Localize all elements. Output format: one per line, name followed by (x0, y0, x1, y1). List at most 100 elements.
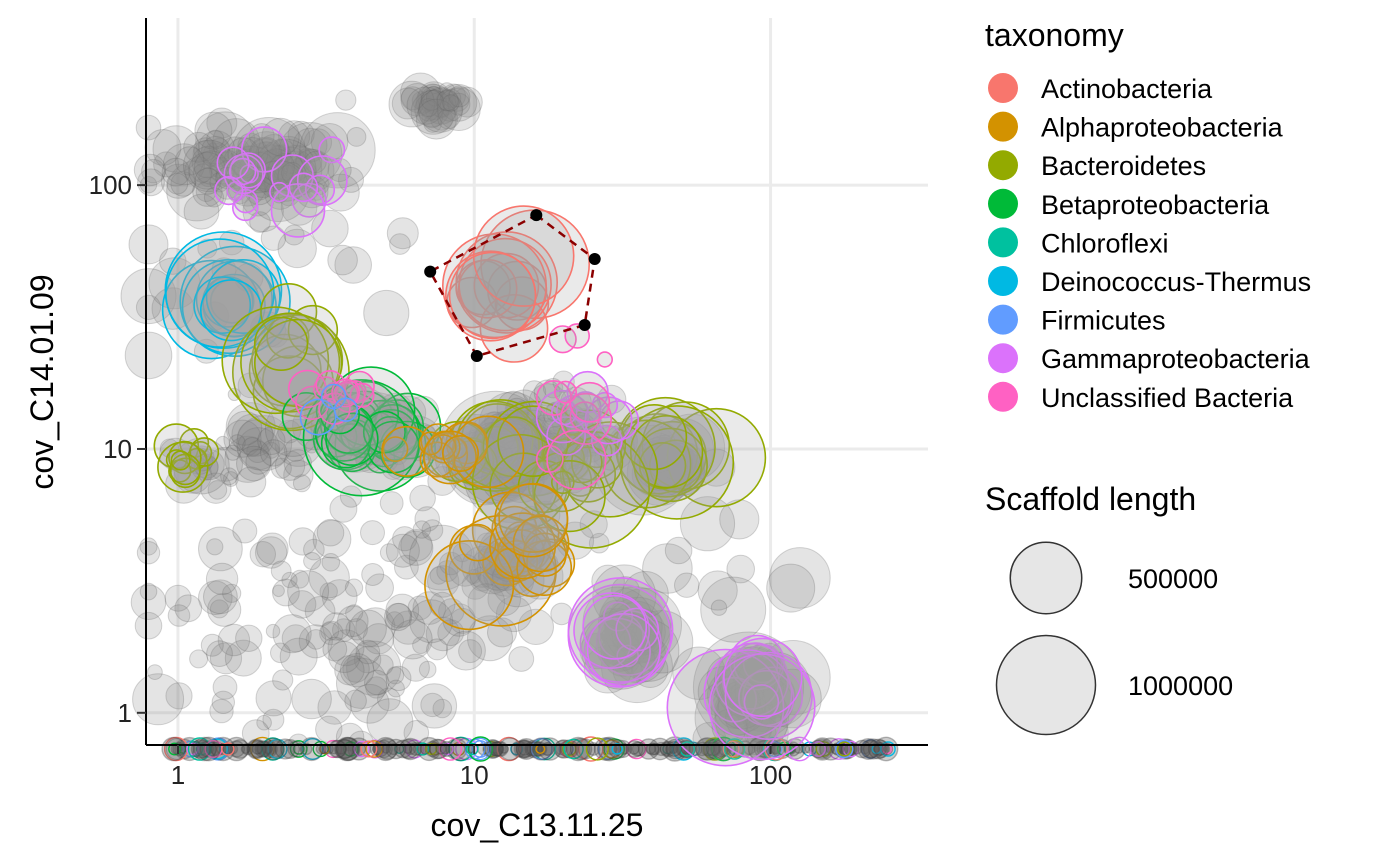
scaffold-point-unclassified (769, 547, 831, 609)
scaffold-point-unclassified (436, 89, 459, 112)
scaffold-point-unclassified (231, 117, 307, 192)
scaffold-point-unclassified (461, 572, 489, 600)
data-points (120, 72, 899, 767)
scaffold-point-unclassified (304, 596, 336, 627)
scaffold-point-baseline (416, 742, 430, 756)
scaffold-point-unclassified (400, 83, 435, 117)
scaffold-point-unclassified (467, 583, 506, 622)
scaffold-point-unclassified (174, 146, 205, 176)
scaffold-point-unclassified (236, 427, 281, 471)
scaffold-point-unclassified (432, 698, 453, 719)
scaffold-point-baseline (471, 740, 490, 758)
scaffold-point-baseline (597, 738, 620, 760)
scaffold-point-unclassified (386, 665, 412, 692)
scaffold-point-unclassified (425, 86, 457, 118)
scaffold-point-unclassified (256, 532, 289, 565)
scaffold-point-unclassified (287, 590, 317, 619)
scaffold-point-unclassified (381, 456, 405, 480)
scaffold-point-unclassified (310, 123, 349, 161)
scaffold-point-baseline (628, 743, 640, 755)
scaffold-point-unclassified (384, 602, 413, 632)
scaffold-point-unclassified (287, 120, 315, 148)
legend-label: Deinococcus-Thermus (1041, 267, 1311, 297)
scaffold-point-baseline (585, 737, 609, 761)
scaffold-point-unclassified (365, 573, 395, 603)
scaffold-point-unclassified (164, 584, 192, 612)
scaffold-point-baseline (292, 743, 305, 755)
scaffold-point-unclassified (272, 584, 285, 598)
legend-label: Alphaproteobacteria (1041, 113, 1284, 143)
scaffold-point-unclassified (392, 526, 418, 552)
scaffold-point-unclassified (442, 88, 462, 108)
scaffold-point-unclassified (183, 131, 215, 163)
scaffold-point-baseline (830, 743, 843, 755)
scaffold-point-unclassified (674, 572, 700, 598)
scaffold-point-baseline (723, 738, 746, 760)
scaffold-point-baseline (206, 738, 228, 760)
scaffold-point-baseline (163, 736, 189, 762)
scaffold-point-unclassified (400, 72, 442, 114)
legend-label: Betaproteobacteria (1041, 190, 1270, 220)
scaffold-point-unclassified (319, 582, 338, 601)
scaffold-point-unclassified (435, 90, 457, 112)
scaffold-point-unclassified (207, 480, 228, 500)
scaffold-point-unclassified (339, 485, 363, 508)
scaffold-point-unclassified (167, 604, 191, 627)
scaffold-point-unclassified (153, 151, 180, 178)
scaffold-point-unclassified (254, 536, 288, 569)
scaffold-point-unclassified (420, 89, 442, 111)
scaffold-point-unclassified (322, 612, 351, 641)
scaffold-point-unclassified-bacteria (559, 392, 612, 445)
scaffold-point-unclassified (192, 163, 213, 183)
scaffold-point-unclassified (298, 624, 333, 659)
scaffold-point-unclassified (192, 176, 223, 207)
scaffold-point-bacteroidetes (570, 436, 624, 489)
scaffold-point-unclassified (365, 676, 388, 699)
scaffold-point-unclassified (339, 653, 375, 688)
polygon-vertex (424, 265, 437, 278)
scaffold-point-unclassified (436, 95, 464, 122)
scaffold-point-gammaproteobacteria (586, 612, 661, 687)
scaffold-point-unclassified (193, 137, 218, 162)
scaffold-point-unclassified (327, 157, 352, 183)
scaffold-point-unclassified-bacteria (596, 351, 613, 368)
scaffold-point-baseline (810, 737, 835, 761)
scaffold-point-bacteroidetes (266, 315, 310, 359)
scaffold-point-unclassified (272, 614, 312, 654)
scaffold-point-baseline (561, 741, 577, 757)
scaffold-point-unclassified (321, 579, 358, 615)
scaffold-point-unclassified (420, 83, 445, 108)
scaffold-point-baseline (261, 737, 285, 761)
legend-label: Actinobacteria (1041, 74, 1213, 104)
scaffold-point-unclassified (411, 91, 431, 111)
scaffold-point-unclassified (283, 449, 312, 478)
scaffold-point-unclassified (277, 228, 317, 269)
scaffold-point-unclassified (206, 640, 233, 667)
scaffold-point-unclassified (334, 246, 373, 284)
scaffold-point-unclassified (194, 111, 233, 150)
scaffold-point-unclassified (387, 679, 405, 698)
scaffold-point-unclassified (209, 642, 243, 675)
scaffold-point-baseline (168, 742, 182, 756)
legend-label: Gammaproteobacteria (1041, 344, 1311, 374)
scaffold-point-unclassified (355, 639, 381, 665)
scaffold-point-gammaproteobacteria (708, 653, 816, 761)
scaffold-point-baseline (596, 736, 622, 762)
scaffold-point-alphaproteobacteria (494, 483, 569, 558)
polygon-vertex (578, 319, 591, 331)
scaffold-point-unclassified (672, 646, 726, 700)
scaffold-point-unclassified (223, 419, 262, 458)
scaffold-point-baseline (711, 736, 736, 762)
scaffold-point-unclassified (438, 82, 456, 100)
scaffold-point-bacteroidetes (561, 421, 659, 518)
scaffold-point-unclassified (274, 450, 306, 481)
scaffold-point-unclassified (458, 639, 483, 664)
scaffold-point-unclassified (700, 576, 767, 643)
scaffold-point-unclassified (147, 664, 163, 680)
scaffold-point-unclassified (345, 618, 368, 641)
scaffold-point-unclassified (424, 91, 458, 125)
y-tick-label: 100 (89, 170, 132, 200)
polygon-vertex (588, 253, 601, 265)
scaffold-point-baseline (538, 737, 562, 761)
scaffold-point-unclassified (338, 166, 364, 193)
